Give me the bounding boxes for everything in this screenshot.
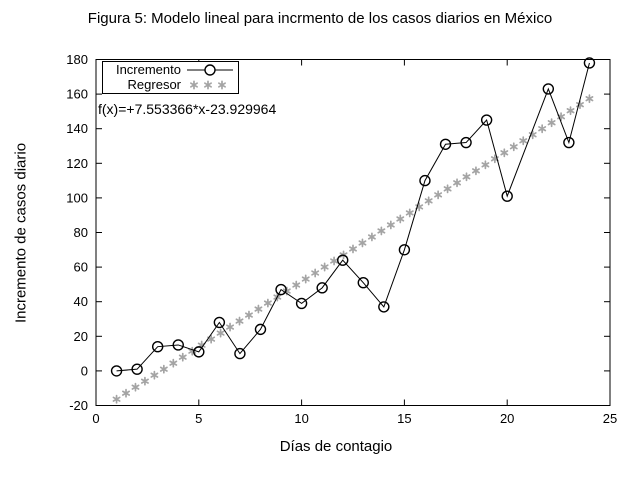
data-point-marker <box>131 363 143 375</box>
regression-point-marker <box>386 220 395 230</box>
regression-point-marker <box>481 160 490 170</box>
legend-label-regresor: Regresor <box>127 76 181 92</box>
regression-point-marker <box>244 310 253 320</box>
x-tick-label: 10 <box>294 411 308 426</box>
regression-point-marker <box>462 172 471 182</box>
data-point-marker <box>193 346 205 358</box>
regression-point-marker <box>367 232 376 242</box>
regression-point-marker <box>453 178 462 188</box>
regression-point-marker <box>235 316 244 326</box>
data-point-marker <box>337 254 349 266</box>
legend-label-incremento: Incremento <box>115 62 181 78</box>
regression-point-marker <box>377 226 386 236</box>
regression-point-marker <box>216 328 225 338</box>
y-tick-label: 120 <box>66 156 88 171</box>
data-point-marker <box>316 282 328 294</box>
y-tick-label: 40 <box>74 294 88 309</box>
regression-point-marker <box>434 190 443 200</box>
data-point-marker <box>419 174 431 187</box>
regression-point-marker <box>131 382 140 392</box>
regression-point-marker <box>349 244 357 254</box>
data-point-marker <box>378 301 390 313</box>
data-point-marker <box>213 316 226 329</box>
regression-point-marker <box>519 136 528 146</box>
data-point-marker <box>151 340 164 353</box>
regression-point-marker <box>585 94 594 104</box>
regression-point-marker <box>226 322 235 332</box>
y-tick-label: 140 <box>66 121 88 136</box>
regression-point-marker <box>443 184 452 194</box>
asterisk-key-icon <box>190 80 226 90</box>
regression-point-marker <box>112 394 121 404</box>
legend-item-incremento: Incremento <box>109 63 234 77</box>
y-tick-label: 60 <box>74 260 88 275</box>
data-point-marker <box>275 283 287 296</box>
data-point-marker <box>563 136 575 149</box>
y-tick-label: 180 <box>66 52 88 67</box>
x-tick-label: 15 <box>397 411 411 426</box>
x-tick-label: 20 <box>500 411 514 426</box>
line-circle-key-icon <box>187 64 233 76</box>
legend-item-regresor: Regresor <box>109 76 234 92</box>
legend: Incremento Regresor <box>102 61 239 94</box>
regression-point-marker <box>424 196 433 206</box>
chart-title: Figura 5: Modelo lineal para incrmento d… <box>87 10 553 27</box>
data-point-marker <box>234 347 246 360</box>
regression-point-marker <box>509 142 518 152</box>
regression-point-marker <box>500 148 509 158</box>
regression-point-marker <box>471 166 480 176</box>
regression-point-marker <box>538 124 547 134</box>
x-tick-label: 25 <box>603 411 617 426</box>
regression-point-marker <box>405 208 414 218</box>
data-point-marker <box>439 138 452 150</box>
data-point-marker <box>542 83 555 95</box>
y-tick-label: 80 <box>74 225 88 240</box>
data-point-marker <box>583 57 596 69</box>
regression-point-marker <box>301 274 310 284</box>
x-axis-title: Días de contagio <box>279 438 393 455</box>
regression-point-marker <box>566 106 575 116</box>
regression-equation-label: f(x)=+7.553366*x-23.929964 <box>98 101 277 117</box>
regression-point-marker <box>122 388 130 398</box>
x-tick-label: 0 <box>92 411 99 426</box>
data-point-marker <box>357 276 369 289</box>
y-tick-label: 160 <box>66 87 88 102</box>
regression-point-marker <box>320 262 329 272</box>
data-point-marker <box>460 136 472 149</box>
data-point-marker <box>172 339 184 351</box>
regression-point-marker <box>263 298 272 308</box>
regression-point-marker <box>311 268 320 278</box>
regression-point-marker <box>159 364 168 374</box>
y-tick-label: 0 <box>81 363 88 378</box>
regression-point-marker <box>330 256 339 266</box>
data-series-line <box>116 62 590 372</box>
regression-point-marker <box>169 358 178 368</box>
data-point-marker <box>501 190 513 202</box>
regression-point-marker <box>140 376 149 386</box>
data-point-marker <box>110 365 123 377</box>
data-point-marker <box>480 114 493 126</box>
regression-point-marker <box>358 238 367 248</box>
y-tick-label: 100 <box>66 190 88 205</box>
regression-point-marker <box>150 370 159 380</box>
regression-point-marker <box>292 280 301 290</box>
regression-point-marker <box>178 352 187 362</box>
data-point-marker <box>398 244 411 256</box>
regression-point-marker <box>254 304 263 314</box>
regression-point-marker <box>396 214 405 224</box>
y-tick-label: 20 <box>74 329 88 344</box>
x-tick-label: 5 <box>195 411 202 426</box>
y-tick-label: -20 <box>69 398 88 413</box>
data-point-marker <box>295 297 308 310</box>
data-point-marker <box>254 323 267 336</box>
regression-point-marker <box>547 118 556 128</box>
